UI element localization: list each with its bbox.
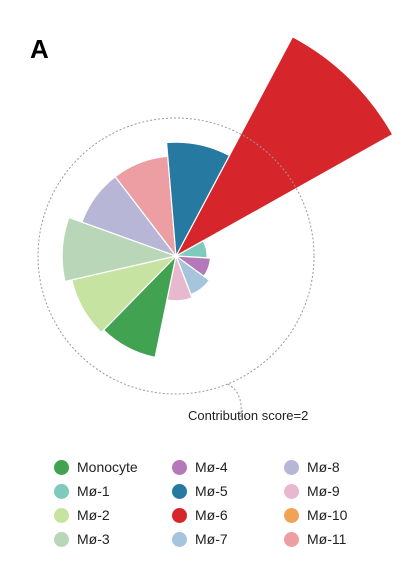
legend-swatch bbox=[284, 531, 299, 547]
polar-area-chart: Contribution score=2 bbox=[37, 35, 394, 423]
legend-item: Mø-2 bbox=[54, 506, 172, 524]
legend-swatch bbox=[284, 459, 299, 475]
legend-item: Mø-4 bbox=[172, 458, 284, 476]
legend-label: Mø-8 bbox=[307, 459, 340, 475]
legend: Monocyte Mø-4 Mø-8 Mø-1 Mø-5 Mø-9 Mø-2 Mø-6 Mø-1… bbox=[54, 458, 384, 548]
legend-swatch bbox=[284, 507, 299, 523]
legend-label: Mø-5 bbox=[195, 483, 228, 499]
legend-label: Mø-6 bbox=[195, 507, 228, 523]
slices-group bbox=[61, 35, 394, 359]
legend-item: Mø-11 bbox=[284, 530, 384, 548]
legend-swatch bbox=[284, 483, 299, 499]
legend-label: Mø-7 bbox=[195, 531, 228, 547]
reference-circle bbox=[37, 117, 315, 395]
slice-Mø-5 bbox=[165, 141, 231, 259]
slice-Mø-6 bbox=[174, 35, 394, 258]
legend-swatch bbox=[54, 459, 69, 475]
legend-label: Mø-4 bbox=[195, 459, 228, 475]
legend-swatch bbox=[172, 507, 187, 523]
legend-label: Mø-9 bbox=[307, 483, 340, 499]
legend-label: Mø-2 bbox=[77, 507, 110, 523]
legend-label: Monocyte bbox=[77, 459, 138, 475]
legend-label: Mø-11 bbox=[307, 531, 347, 547]
legend-item: Mø-3 bbox=[54, 530, 172, 548]
legend-item: Mø-6 bbox=[172, 506, 284, 524]
legend-label: Mø-1 bbox=[77, 483, 110, 499]
legend-swatch bbox=[172, 531, 187, 547]
legend-item: Mø-10 bbox=[284, 506, 384, 524]
legend-label: Mø-10 bbox=[307, 507, 348, 523]
legend-swatch bbox=[172, 459, 187, 475]
slice-Mø-3 bbox=[61, 216, 179, 283]
legend-label: Mø-3 bbox=[77, 531, 110, 547]
legend-swatch bbox=[54, 507, 69, 523]
reference-label: Contribution score=2 bbox=[188, 408, 308, 423]
panel-label: A bbox=[30, 34, 49, 64]
legend-swatch bbox=[54, 531, 69, 547]
legend-item: Monocyte bbox=[54, 458, 172, 476]
legend-item: Mø-5 bbox=[172, 482, 284, 500]
legend-item: Mø-1 bbox=[54, 482, 172, 500]
legend-item: Mø-8 bbox=[284, 458, 384, 476]
legend-item: Mø-9 bbox=[284, 482, 384, 500]
legend-swatch bbox=[54, 483, 69, 499]
legend-item: Mø-7 bbox=[172, 530, 284, 548]
legend-swatch bbox=[172, 483, 187, 499]
